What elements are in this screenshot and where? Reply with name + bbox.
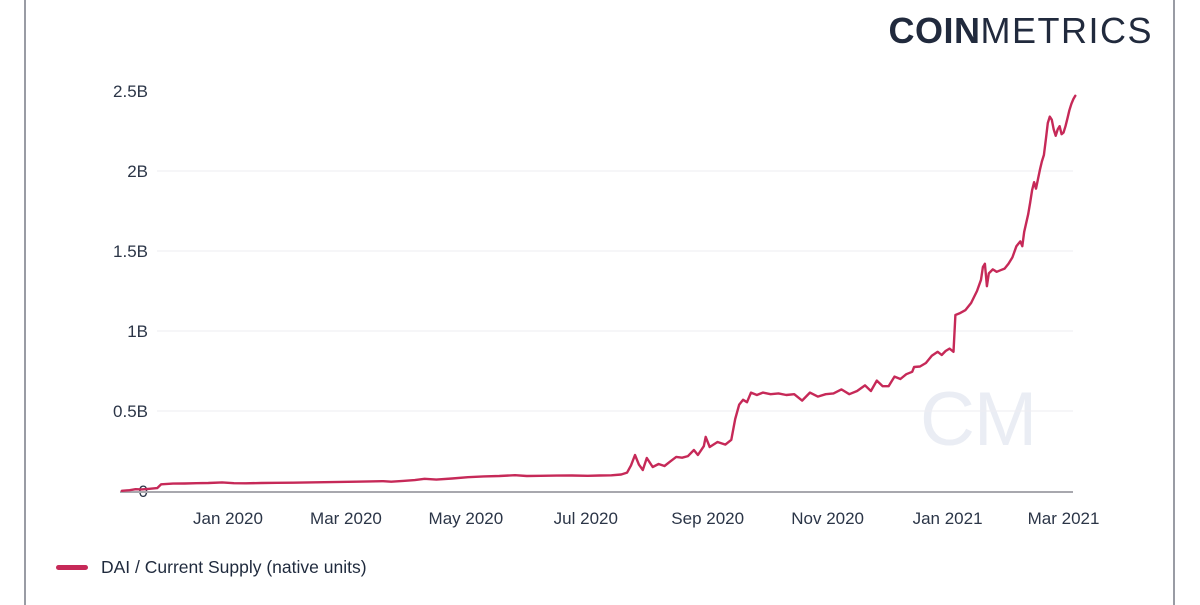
x-tick-label: Mar 2021	[1028, 509, 1100, 528]
y-tick-label: 1.5B	[113, 242, 148, 261]
x-tick-label: Jan 2021	[913, 509, 983, 528]
legend-line-swatch	[56, 565, 88, 570]
y-tick-label: 1B	[127, 322, 148, 341]
x-tick-label: Nov 2020	[791, 509, 864, 528]
logo-word-coin: COIN	[888, 10, 981, 51]
y-tick-label: 2B	[127, 162, 148, 181]
dai-supply-series-line	[120, 94, 1077, 492]
legend-item-dai-supply[interactable]: DAI / Current Supply (native units)	[56, 557, 367, 578]
x-tick-label: Jul 2020	[554, 509, 618, 528]
x-tick-label: Jan 2020	[193, 509, 263, 528]
card-left-border	[24, 0, 26, 605]
x-tick-label: Sep 2020	[671, 509, 744, 528]
y-tick-label: 0.5B	[113, 402, 148, 421]
x-tick-label: May 2020	[429, 509, 504, 528]
coinmetrics-logo: COINMETRICS	[889, 11, 1154, 51]
cm-watermark: CM	[920, 377, 1037, 462]
logo-word-metrics: METRICS	[980, 10, 1153, 51]
y-tick-label: 2.5B	[113, 82, 148, 101]
x-tick-label: Mar 2020	[310, 509, 382, 528]
legend-label: DAI / Current Supply (native units)	[101, 557, 367, 577]
card-right-border	[1173, 0, 1175, 605]
